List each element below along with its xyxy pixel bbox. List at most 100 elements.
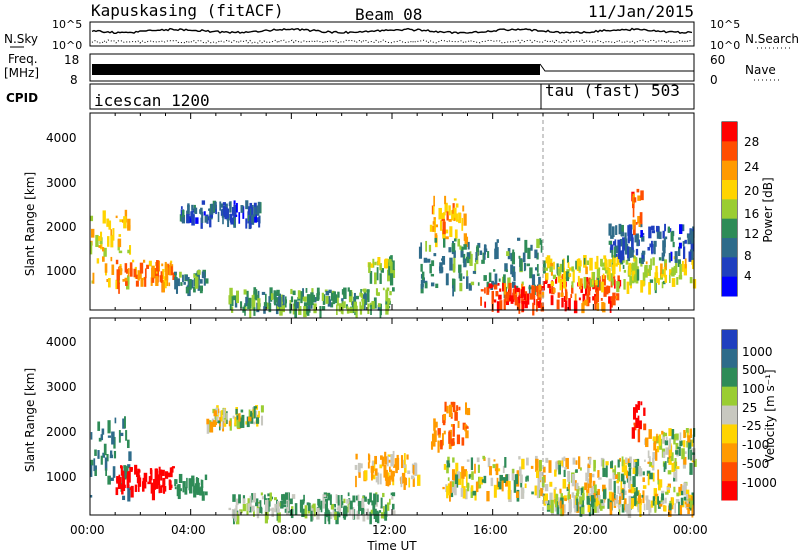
echo-cell	[579, 467, 582, 471]
echo-cell	[121, 484, 124, 495]
echo-cell	[542, 466, 546, 473]
echo-cell	[442, 486, 445, 490]
echo-cell	[367, 453, 370, 461]
echo-cell	[322, 500, 327, 509]
echo-cell	[140, 277, 144, 287]
echo-cell	[170, 266, 173, 276]
echo-cell	[351, 301, 354, 305]
echo-cell	[632, 207, 635, 218]
power-panel-frame	[89, 112, 695, 311]
power-cbar-tick-8: 8	[744, 249, 752, 263]
echo-cell	[571, 266, 574, 272]
echo-cell	[615, 245, 619, 254]
echo-cell	[256, 217, 259, 223]
echo-cell	[641, 494, 644, 498]
echo-cell	[127, 488, 131, 502]
echo-cell	[674, 503, 677, 514]
echo-cell	[654, 278, 657, 291]
echo-cell	[217, 420, 221, 424]
echo-cell	[366, 289, 370, 293]
echo-cell	[686, 503, 690, 508]
echo-cell	[595, 290, 600, 303]
echo-cell	[328, 289, 332, 294]
echo-cell	[209, 214, 214, 218]
echo-cell	[536, 485, 540, 499]
echo-cell	[602, 504, 605, 509]
echo-cell	[232, 415, 235, 419]
echo-cell	[470, 487, 474, 498]
echo-cell	[130, 485, 134, 498]
echo-cell	[464, 469, 468, 477]
power-cbar-tick-4: 4	[744, 269, 752, 283]
echo-cell	[410, 475, 415, 480]
echo-cell	[617, 239, 621, 251]
echo-cell	[632, 224, 635, 230]
echo-cell	[655, 496, 658, 505]
echo-cell	[119, 465, 123, 469]
echo-cell	[195, 217, 199, 224]
echo-cell	[563, 295, 567, 302]
echo-cell	[93, 458, 96, 472]
echo-cell	[553, 488, 556, 502]
colorbar-swatch	[722, 257, 737, 278]
echo-cell	[631, 498, 635, 508]
echo-cell	[642, 490, 645, 504]
echo-cell	[379, 464, 383, 469]
echo-cell	[667, 483, 671, 488]
echo-cell	[280, 500, 284, 509]
colorbar-swatch	[722, 348, 737, 369]
echo-cell	[267, 497, 271, 507]
echo-cell	[340, 494, 343, 508]
echo-cell	[557, 268, 561, 277]
echo-cell	[126, 475, 130, 488]
echo-cell	[602, 302, 606, 313]
echo-cell	[444, 195, 447, 205]
velocity-colorbar-label: Velocity [m s⁻¹]	[763, 369, 777, 462]
echo-cell	[332, 505, 335, 518]
echo-cell	[124, 263, 128, 273]
echo-cell	[653, 244, 656, 255]
echo-cell	[170, 260, 173, 264]
echo-cell	[467, 241, 470, 250]
echo-cell	[414, 463, 418, 477]
echo-cell	[487, 457, 491, 468]
echo-cell	[452, 285, 455, 297]
echo-cell	[563, 456, 566, 462]
colorbar-swatch	[722, 180, 737, 200]
x-axis-ticks: 00:00 04:00 08:00 12:00 16:00 20:00 00:0…	[70, 523, 708, 537]
echo-cell	[653, 488, 658, 500]
echo-cell	[97, 421, 101, 431]
echo-cell	[188, 481, 192, 488]
echo-cell	[664, 236, 668, 240]
echo-cell	[248, 416, 252, 422]
echo-cell	[595, 491, 598, 498]
echo-cell	[358, 472, 361, 478]
echo-cell	[384, 456, 387, 465]
echo-cell	[264, 499, 269, 512]
echo-cell	[222, 205, 226, 218]
velocity-ytick-3000: 3000	[46, 380, 77, 394]
echo-cell	[459, 282, 463, 292]
echo-cell	[168, 282, 171, 287]
echo-cell	[612, 255, 616, 267]
echo-cell	[589, 476, 592, 488]
echo-cell	[197, 285, 201, 291]
echo-cell	[661, 430, 664, 435]
echo-cell	[168, 472, 170, 478]
echo-cell	[474, 490, 477, 501]
power-cbar-tick-24: 24	[744, 160, 759, 174]
velocity-cbar-tick-1000: 1000	[742, 345, 773, 359]
echo-cell	[528, 286, 532, 290]
echo-cell	[184, 275, 188, 280]
echo-cell	[494, 468, 498, 472]
echo-cell	[613, 493, 616, 502]
echo-cell	[608, 268, 611, 282]
echo-cell	[110, 477, 114, 481]
echo-cell	[518, 301, 521, 314]
echo-cell	[671, 462, 675, 473]
echo-cell	[369, 271, 373, 284]
echo-cell	[327, 509, 330, 522]
echo-cell	[587, 464, 590, 478]
echo-cell	[187, 276, 190, 287]
echo-cell	[540, 472, 543, 476]
